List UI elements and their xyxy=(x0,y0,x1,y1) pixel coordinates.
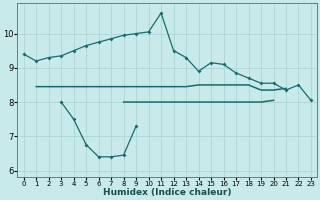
X-axis label: Humidex (Indice chaleur): Humidex (Indice chaleur) xyxy=(103,188,232,197)
